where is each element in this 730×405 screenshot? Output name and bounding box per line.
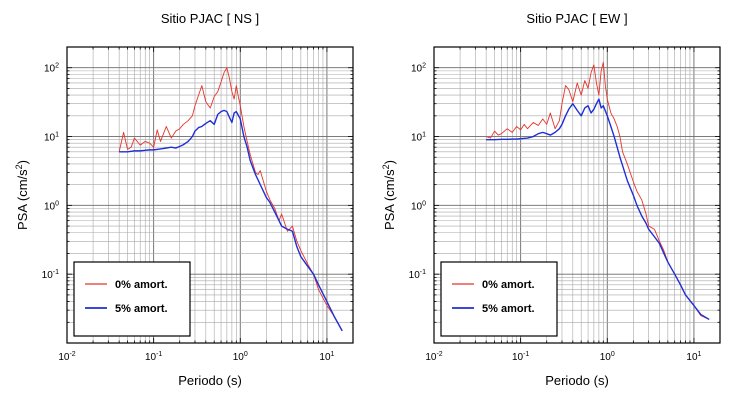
series-line-undamped [486,61,710,320]
x-tick-label-base: 10 [686,352,698,363]
x-tick-label-exponent: 1 [331,351,335,358]
x-axis-label: Periodo (s) [545,373,609,388]
legend-box [440,261,558,337]
chart-title: Sitio PJAC [ NS ] [161,11,259,26]
y-tick-label-base: 10 [44,201,56,212]
y-axis-label: PSA (cm/s2) [381,160,397,230]
y-tick-label-base: 10 [409,270,421,281]
y-tick-label: 102 [44,63,59,75]
legend-box [73,261,191,337]
y-tick-label-exponent: 1 [422,132,426,139]
y-tick-label: 100 [44,200,59,212]
y-tick-label-base: 10 [42,270,54,281]
chart-title: Sitio PJAC [ EW ] [526,11,627,26]
x-tick-label: 100 [600,351,615,363]
y-tick-label: 102 [411,63,426,75]
y-axis-label-superscript: 2 [14,164,24,169]
y-tick-label-exponent: 0 [422,200,426,207]
x-tick-label-base: 10 [58,352,70,363]
y-tick-label: 10-1 [42,269,59,281]
y-tick-label-exponent: -1 [53,269,59,276]
legend-label: 5% amort. [115,303,168,315]
legend: 0% amort. 5% amort. [440,261,558,337]
y-tick-label-exponent: -1 [420,269,426,276]
x-tick-label-base: 10 [600,352,612,363]
y-tick-label-exponent: 0 [55,200,59,207]
series-line-damped [486,98,710,321]
legend-label: 5% amort. [482,303,535,315]
y-axis-label-tail: ) [15,160,30,164]
y-axis-label-main: PSA (cm/s [382,169,397,230]
x-tick-label-base: 10 [233,352,245,363]
x-tick-label-exponent: 0 [244,351,248,358]
x-tick-label-base: 10 [512,352,524,363]
series-line-undamped [118,67,343,332]
legend-label: 0% amort. [115,279,168,291]
y-axis-label-tail: ) [382,160,397,164]
y-tick-label-base: 10 [411,133,423,144]
x-tick-label: 101 [319,351,334,363]
axis-ticks [66,46,354,344]
x-tick-label-exponent: -1 [523,351,529,358]
grid [66,46,354,344]
y-axis-label-main: PSA (cm/s [15,169,30,230]
y-tick-label: 101 [411,132,426,144]
y-tick-label-exponent: 2 [55,63,59,70]
x-axis-label: Periodo (s) [178,373,242,388]
x-tick-label-exponent: -1 [156,351,162,358]
y-tick-label-base: 10 [44,133,56,144]
y-axis-label-superscript: 2 [381,164,391,169]
y-tick-label-exponent: 1 [55,132,59,139]
plot-frame [433,46,721,344]
plot-frame [66,46,354,344]
y-tick-label: 10-1 [409,269,426,281]
x-tick-label: 10-1 [512,351,529,363]
legend: 0% amort. 5% amort. [73,261,191,337]
axis-ticks [433,46,721,344]
x-tick-label-exponent: -2 [436,351,442,358]
x-tick-label: 101 [686,351,701,363]
x-tick-label-base: 10 [319,352,331,363]
x-tick-label-base: 10 [425,352,437,363]
y-tick-label-base: 10 [411,201,423,212]
x-tick-label-exponent: -2 [69,351,75,358]
y-tick-label: 101 [44,132,59,144]
y-axis-label: PSA (cm/s2) [14,160,30,230]
x-tick-label-exponent: 1 [698,351,702,358]
series-line-damped [119,109,343,332]
y-tick-label-base: 10 [411,64,423,75]
y-tick-label: 100 [411,200,426,212]
legend-label: 0% amort. [482,279,535,291]
y-tick-label-base: 10 [44,64,56,75]
x-tick-label-base: 10 [145,352,157,363]
x-tick-label: 100 [233,351,248,363]
x-tick-label: 10-1 [145,351,162,363]
y-tick-label-exponent: 2 [422,63,426,70]
x-tick-label: 10-2 [58,351,75,363]
x-tick-label-exponent: 0 [611,351,615,358]
x-tick-label: 10-2 [425,351,442,363]
